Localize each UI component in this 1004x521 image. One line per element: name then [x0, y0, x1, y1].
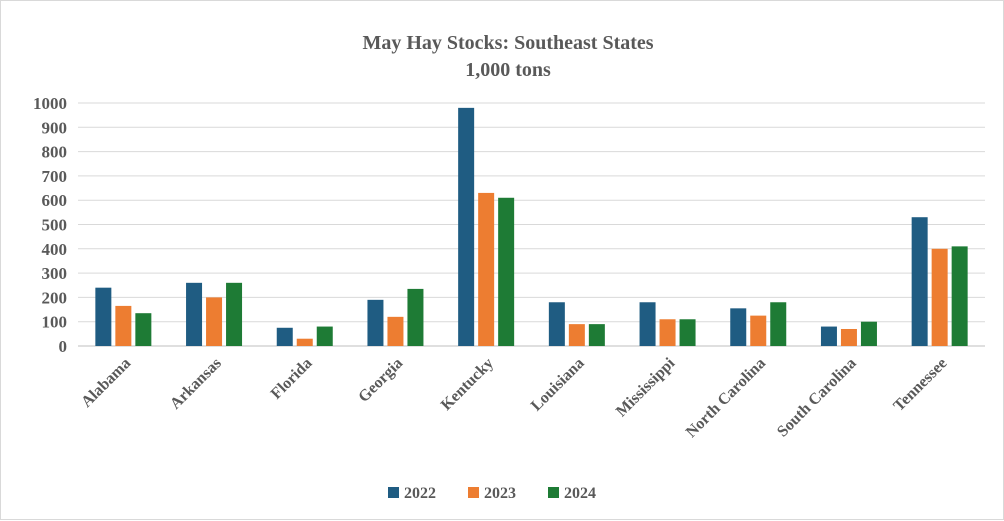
y-tick-label: 0	[59, 337, 68, 356]
x-tick-label: Arkansas	[167, 355, 225, 413]
legend-swatch-2024	[548, 487, 559, 498]
bar-2024	[407, 288, 424, 346]
y-tick-label: 300	[42, 264, 68, 283]
bar-2023	[568, 324, 585, 346]
bar-2024	[498, 197, 515, 346]
y-axis-ticks: 0 100 200 300 400 500 600 700 800 900 1000	[33, 94, 67, 356]
legend-label-2023: 2023	[484, 485, 516, 502]
bar-2024	[135, 313, 152, 346]
bar-2023	[659, 319, 676, 346]
chart-subtitle: 1,000 tons	[465, 59, 551, 81]
bar-2023	[750, 315, 767, 346]
x-axis-ticks: Alabama Arkansas Florida Georgia Kentucky Lou…	[78, 354, 950, 441]
x-tick-label: North Carolina	[683, 355, 769, 441]
bar-2023	[478, 192, 495, 346]
bar-2022	[276, 327, 293, 346]
y-tick-label: 600	[42, 191, 68, 210]
bar-2022	[458, 107, 475, 346]
bar-2022	[186, 282, 203, 346]
bar-2022	[367, 299, 384, 346]
bar-2023	[115, 305, 132, 346]
legend-swatch-2022	[388, 487, 399, 498]
legend-label-2024: 2024	[564, 485, 596, 502]
bar-2024	[770, 302, 787, 346]
x-tick-label: Mississippi	[613, 354, 679, 420]
bar-2024	[316, 326, 333, 346]
y-tick-label: 800	[42, 143, 68, 162]
bars	[95, 107, 968, 346]
bar-2024	[860, 321, 877, 346]
bar-2023	[296, 338, 313, 346]
legend-label-2022: 2022	[404, 485, 436, 502]
y-tick-label: 1000	[33, 94, 67, 113]
bar-2022	[820, 326, 837, 346]
bar-2022	[639, 302, 656, 346]
bar-2023	[840, 328, 857, 346]
y-tick-label: 200	[42, 288, 68, 307]
legend: 2022 2023 2024	[388, 485, 596, 502]
y-tick-label: 400	[42, 240, 68, 259]
y-tick-label: 700	[42, 167, 68, 186]
bar-2022	[95, 287, 112, 346]
x-tick-label: Florida	[268, 355, 316, 403]
bar-2024	[226, 282, 243, 346]
bar-2024	[951, 246, 968, 346]
chart-title: May Hay Stocks: Southeast States	[362, 32, 653, 54]
x-tick-label: South Carolina	[774, 355, 860, 441]
x-tick-label: Georgia	[355, 355, 406, 406]
y-tick-label: 100	[42, 313, 68, 332]
y-tick-label: 900	[42, 118, 68, 137]
x-tick-label: Alabama	[78, 355, 134, 411]
bar-2023	[931, 248, 948, 346]
x-tick-label: Tennessee	[890, 355, 950, 415]
x-tick-label: Kentucky	[438, 355, 497, 414]
bar-2024	[679, 319, 696, 346]
bar-2023	[387, 316, 404, 346]
bar-2022	[548, 302, 565, 346]
legend-swatch-2023	[468, 487, 479, 498]
bar-2022	[911, 217, 928, 346]
bar-2022	[730, 308, 747, 346]
bar-2023	[206, 297, 223, 346]
x-tick-label: Louisiana	[528, 355, 588, 415]
bar-2024	[588, 324, 605, 346]
y-tick-label: 500	[42, 216, 68, 235]
